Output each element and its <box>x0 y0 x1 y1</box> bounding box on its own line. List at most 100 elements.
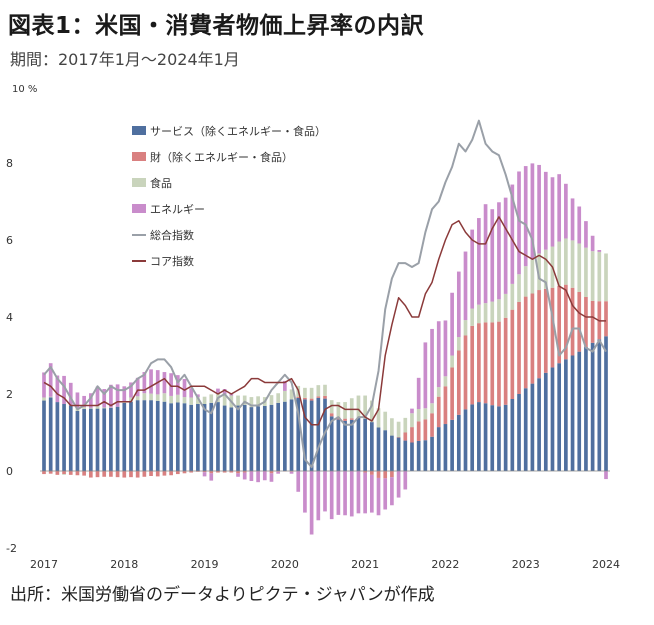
bar-goods <box>477 323 481 403</box>
bar-services <box>470 404 475 471</box>
bar-services <box>564 359 568 471</box>
bar-goods <box>523 296 528 389</box>
bar-energy <box>470 229 475 309</box>
bar-energy <box>403 471 408 490</box>
bar-energy <box>296 471 301 492</box>
bar-energy <box>490 209 495 302</box>
bar-energy <box>369 474 374 513</box>
x-tick-label: 2023 <box>512 558 540 571</box>
bar-goods <box>269 471 274 474</box>
bar-goods <box>303 397 307 400</box>
bar-series <box>42 163 608 535</box>
bar-food <box>149 393 153 401</box>
bar-energy <box>196 394 200 398</box>
bar-goods <box>149 471 153 476</box>
bar-services <box>363 418 367 471</box>
bar-services <box>62 404 66 471</box>
bar-energy <box>142 372 147 394</box>
bar-food <box>169 395 173 404</box>
bar-services <box>276 402 281 471</box>
legend-label-goods: 財（除くエネルギー・食品） <box>150 150 293 164</box>
bar-services <box>450 419 454 471</box>
bar-food <box>456 337 461 351</box>
bar-energy <box>222 389 227 395</box>
bar-services <box>423 440 428 471</box>
chart-title: 図表1：米国・消費者物価上昇率の内訳 <box>8 13 425 39</box>
bar-services <box>189 404 194 471</box>
bar-goods <box>309 398 314 401</box>
bar-services <box>135 400 140 471</box>
bar-energy <box>336 471 341 515</box>
bar-services <box>597 339 602 471</box>
bar-energy <box>396 471 401 498</box>
bar-services <box>410 442 414 471</box>
y-unit-label: 10 % <box>12 84 37 95</box>
bar-food <box>597 251 602 302</box>
bar-food <box>510 283 515 310</box>
bar-goods <box>450 367 454 420</box>
y-tick-label: 4 <box>6 311 13 324</box>
bar-goods <box>490 322 495 406</box>
bar-energy <box>584 221 588 248</box>
bar-services <box>517 394 521 471</box>
bar-services <box>68 405 73 471</box>
bar-food <box>430 403 434 414</box>
bar-food <box>396 421 401 438</box>
bar-food <box>276 393 281 403</box>
bar-energy <box>129 382 133 398</box>
y-tick-label: 8 <box>6 157 13 170</box>
bar-goods <box>216 471 220 473</box>
bar-energy <box>182 378 187 398</box>
bar-goods <box>189 471 194 473</box>
bar-services <box>48 397 53 471</box>
bar-energy <box>189 388 194 398</box>
bar-services <box>182 403 187 471</box>
bar-energy <box>356 471 361 514</box>
bar-energy <box>75 392 80 408</box>
y-tick-label: 2 <box>6 388 13 401</box>
bar-energy <box>95 386 100 407</box>
bar-food <box>129 397 133 402</box>
bar-energy <box>590 235 595 252</box>
bar-food <box>470 308 475 326</box>
bar-services <box>109 407 113 471</box>
bar-energy <box>48 363 53 397</box>
bar-goods <box>590 300 595 343</box>
bar-food <box>490 301 495 323</box>
bar-food <box>517 274 521 302</box>
bar-goods <box>175 471 180 475</box>
bar-services <box>510 399 515 471</box>
bar-energy <box>416 377 421 410</box>
bar-energy <box>383 478 388 510</box>
bar-food <box>202 396 207 404</box>
bar-services <box>202 404 207 471</box>
bar-services <box>122 402 127 471</box>
bar-food <box>95 406 100 409</box>
bar-food <box>135 396 140 401</box>
bar-goods <box>470 325 475 405</box>
bar-goods <box>62 471 66 475</box>
bar-food <box>142 393 147 401</box>
bar-services <box>503 404 508 471</box>
bar-goods <box>369 471 374 475</box>
legend-swatch-goods <box>132 152 146 161</box>
bar-energy <box>262 471 267 481</box>
bar-food <box>182 397 187 404</box>
bar-energy <box>316 471 321 521</box>
bar-food <box>196 397 200 405</box>
line-series <box>43 119 607 469</box>
bar-food <box>497 299 501 322</box>
bar-food <box>423 408 428 420</box>
bar-services <box>155 400 160 471</box>
bar-goods <box>316 396 321 398</box>
bar-energy <box>122 386 127 402</box>
bar-goods <box>296 396 301 398</box>
bar-energy <box>303 471 307 513</box>
bar-energy <box>604 471 608 480</box>
legend-swatch-food <box>132 178 146 187</box>
bar-energy <box>564 183 568 239</box>
bar-services <box>115 406 120 471</box>
bar-energy <box>256 471 260 483</box>
x-tick-label: 2020 <box>271 558 299 571</box>
bar-goods <box>543 288 548 373</box>
